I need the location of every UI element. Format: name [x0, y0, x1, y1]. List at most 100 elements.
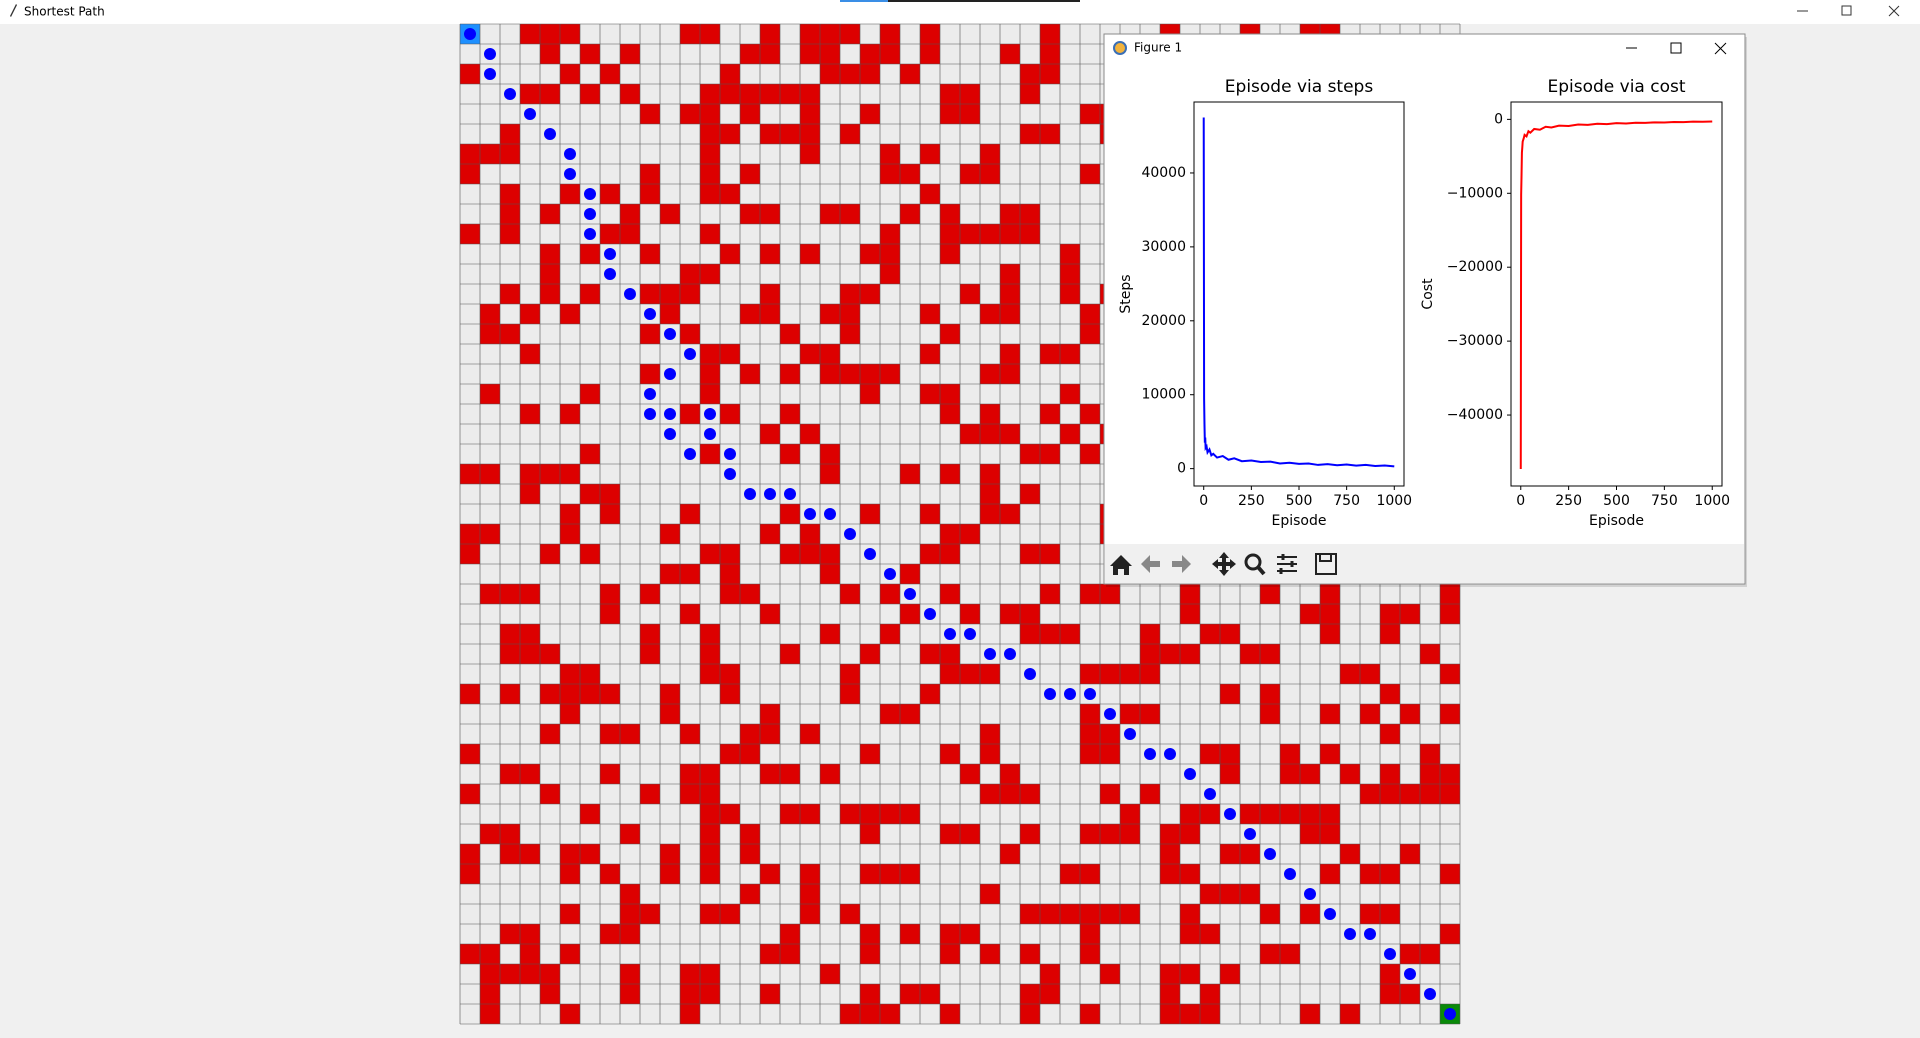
- obstacle: [500, 644, 520, 664]
- zoom-handle: [1256, 565, 1266, 576]
- obstacle: [520, 644, 540, 664]
- obstacle: [1300, 824, 1320, 844]
- path-dot: [644, 308, 656, 320]
- obstacle: [1000, 844, 1020, 864]
- path-dot: [844, 528, 856, 540]
- obstacle: [840, 24, 860, 44]
- home-button[interactable]: [1110, 555, 1132, 575]
- obstacle: [460, 784, 480, 804]
- path-dot: [604, 248, 616, 260]
- obstacle: [560, 904, 580, 924]
- obstacle: [800, 724, 820, 744]
- obstacle: [620, 204, 640, 224]
- obstacle: [940, 204, 960, 224]
- obstacle: [560, 404, 580, 424]
- obstacle: [900, 984, 920, 1004]
- obstacle: [1280, 804, 1300, 824]
- x-tick-label: 750: [1651, 493, 1678, 509]
- obstacle: [960, 764, 980, 784]
- obstacle: [760, 984, 780, 1004]
- obstacle: [780, 924, 800, 944]
- obstacle: [660, 864, 680, 884]
- obstacle: [500, 964, 520, 984]
- obstacle: [560, 944, 580, 964]
- obstacle: [1040, 904, 1060, 924]
- obstacle: [1060, 284, 1080, 304]
- obstacle: [560, 24, 580, 44]
- restore-button[interactable]: [1841, 5, 1852, 16]
- figure-close[interactable]: [1714, 42, 1727, 55]
- obstacle: [580, 284, 600, 304]
- obstacle: [580, 664, 600, 684]
- pan-button[interactable]: [1212, 552, 1236, 576]
- obstacle: [1380, 604, 1400, 624]
- obstacle: [1020, 544, 1040, 564]
- x-tick-label: 1000: [1694, 493, 1730, 509]
- obstacle: [1160, 984, 1180, 1004]
- obstacle: [840, 684, 860, 704]
- obstacle: [880, 264, 900, 284]
- obstacle: [740, 304, 760, 324]
- obstacle: [660, 204, 680, 224]
- zoom-button[interactable]: [1244, 553, 1262, 571]
- obstacle: [1360, 704, 1380, 724]
- obstacle: [600, 724, 620, 744]
- obstacle: [620, 964, 640, 984]
- path-dot: [964, 628, 976, 640]
- obstacle: [1220, 684, 1240, 704]
- obstacle: [720, 804, 740, 824]
- obstacle: [1100, 904, 1120, 924]
- y-tick-label: 30000: [1141, 239, 1186, 255]
- obstacle: [880, 864, 900, 884]
- obstacle: [980, 164, 1000, 184]
- forward-button[interactable]: [1172, 555, 1191, 573]
- obstacle: [1260, 904, 1280, 924]
- obstacle: [1220, 744, 1240, 764]
- close-button[interactable]: [1888, 5, 1900, 17]
- x-tick-label: 500: [1603, 493, 1630, 509]
- obstacle: [1180, 904, 1200, 924]
- data-line: [1519, 120, 1713, 470]
- obstacle: [760, 724, 780, 744]
- obstacle: [840, 584, 860, 604]
- path-dot: [1224, 808, 1236, 820]
- obstacle: [1440, 584, 1460, 604]
- obstacle: [880, 624, 900, 644]
- obstacle: [560, 684, 580, 704]
- obstacle: [820, 304, 840, 324]
- obstacle: [860, 824, 880, 844]
- obstacle: [1440, 864, 1460, 884]
- obstacle: [1140, 704, 1160, 724]
- back-button[interactable]: [1141, 555, 1160, 573]
- obstacle: [920, 184, 940, 204]
- obstacle: [1320, 864, 1340, 884]
- obstacle: [740, 824, 760, 844]
- obstacle: [540, 784, 560, 804]
- obstacle: [660, 524, 680, 544]
- obstacle: [1220, 844, 1240, 864]
- obstacle: [1380, 864, 1400, 884]
- plot-frame: [1193, 101, 1405, 487]
- obstacle: [500, 224, 520, 244]
- obstacle: [680, 764, 700, 784]
- obstacle: [520, 344, 540, 364]
- obstacle: [820, 624, 840, 644]
- obstacle: [1340, 764, 1360, 784]
- obstacle: [840, 364, 860, 384]
- obstacle: [1400, 984, 1420, 1004]
- save-icon-part: [1319, 553, 1332, 562]
- obstacle: [680, 24, 700, 44]
- obstacle: [880, 704, 900, 724]
- obstacle: [920, 344, 940, 364]
- obstacle: [620, 84, 640, 104]
- obstacle: [640, 644, 660, 664]
- obstacle: [720, 744, 740, 764]
- obstacle: [1100, 784, 1120, 804]
- obstacle: [1040, 344, 1060, 364]
- y-tick-label: −40000: [1447, 407, 1503, 423]
- obstacle: [920, 684, 940, 704]
- obstacle: [1080, 324, 1100, 344]
- figure-maximize[interactable]: [1670, 42, 1682, 54]
- obstacle: [1440, 704, 1460, 724]
- x-tick-label: 250: [1238, 493, 1265, 509]
